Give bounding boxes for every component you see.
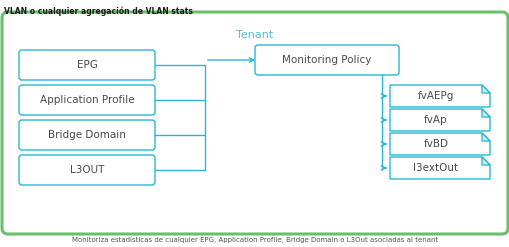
Polygon shape xyxy=(389,157,489,179)
FancyBboxPatch shape xyxy=(19,50,155,80)
Text: fvBD: fvBD xyxy=(422,139,447,149)
Text: Application Profile: Application Profile xyxy=(40,95,134,105)
Polygon shape xyxy=(481,85,489,93)
Polygon shape xyxy=(481,109,489,117)
FancyBboxPatch shape xyxy=(19,85,155,115)
FancyBboxPatch shape xyxy=(19,120,155,150)
FancyBboxPatch shape xyxy=(19,155,155,185)
Text: Bridge Domain: Bridge Domain xyxy=(48,130,126,140)
Text: L3OUT: L3OUT xyxy=(70,165,104,175)
Text: Monitoring Policy: Monitoring Policy xyxy=(282,55,371,65)
FancyBboxPatch shape xyxy=(254,45,398,75)
Text: EPG: EPG xyxy=(76,60,97,70)
Text: VLAN o cualquier agregación de VLAN stats: VLAN o cualquier agregación de VLAN stat… xyxy=(4,7,192,17)
Polygon shape xyxy=(481,133,489,141)
Text: fvAEPg: fvAEPg xyxy=(417,91,454,101)
Text: Monitoriza estadísticas de cualquier EPG, Application Profile, Bridge Domain o L: Monitoriza estadísticas de cualquier EPG… xyxy=(72,237,437,243)
FancyBboxPatch shape xyxy=(2,12,507,234)
Text: Tenant: Tenant xyxy=(236,30,273,40)
Polygon shape xyxy=(481,157,489,165)
Text: fvAp: fvAp xyxy=(423,115,447,125)
Polygon shape xyxy=(389,133,489,155)
Polygon shape xyxy=(389,85,489,107)
Polygon shape xyxy=(389,109,489,131)
Text: l3extOut: l3extOut xyxy=(413,163,458,173)
